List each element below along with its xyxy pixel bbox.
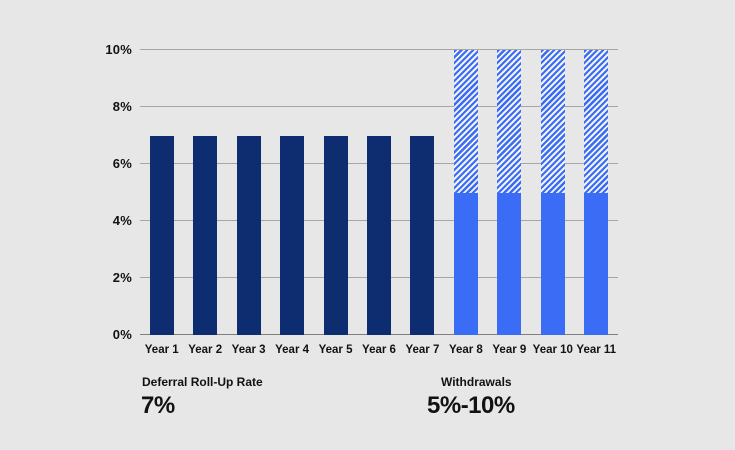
- x-axis-category-labels: Year 1 Year 2 Year 3 Year 4 Year 5 Year 6 Year…: [140, 343, 618, 357]
- bar-segment-hatched: [453, 50, 478, 193]
- bar-slot-year-11: [575, 50, 618, 335]
- bar-segment-solid: [280, 135, 305, 335]
- bar-segment-solid: [497, 192, 522, 335]
- bar-segment-solid: [410, 135, 435, 335]
- y-axis-tick-label: 6%: [112, 156, 132, 171]
- bar-slot-year-1: [140, 50, 183, 335]
- withdrawals-value: 5%-10%: [427, 392, 515, 419]
- x-axis-label-year-4: Year 4: [275, 344, 310, 356]
- bar-slot-year-3: [227, 50, 270, 335]
- bar-segment-solid: [584, 192, 609, 335]
- bar-segment-solid: [236, 135, 261, 335]
- y-axis-tick-label: 0%: [112, 327, 132, 342]
- bar-slot-year-9: [488, 50, 531, 335]
- bar-segment-hatched: [584, 50, 609, 193]
- deferral-rollup-rate-value: 7%: [141, 392, 175, 419]
- x-axis-label-year-6: Year 6: [362, 344, 396, 356]
- x-axis-label-year-7: Year 7: [405, 344, 440, 356]
- bar-slot-year-7: [401, 50, 444, 335]
- bar-segment-hatched: [497, 50, 522, 193]
- plot-area: [140, 49, 618, 335]
- bar-slot-year-4: [270, 50, 313, 335]
- gridline: [140, 106, 618, 107]
- bar-segment-solid: [366, 135, 391, 335]
- withdrawals-label: Withdrawals: [441, 375, 512, 389]
- deferral-rollup-rate-label: Deferral Roll-Up Rate: [142, 375, 263, 389]
- y-axis-tick-label: 2%: [112, 270, 132, 285]
- x-axis-label-year-9: Year 9: [492, 344, 527, 356]
- bar-slot-year-10: [531, 50, 574, 335]
- bar-segment-hatched: [540, 50, 565, 193]
- x-axis-label-year-8: Year 8: [448, 344, 483, 356]
- gridline: [140, 49, 618, 50]
- y-axis-tick-label: 4%: [112, 213, 132, 228]
- bar-segment-solid: [323, 135, 348, 335]
- bar-slot-year-2: [183, 50, 226, 335]
- x-axis-label-year-5: Year 5: [318, 344, 353, 356]
- y-axis-tick-label: 10%: [105, 42, 132, 57]
- bar-segment-solid: [453, 192, 478, 335]
- x-axis-label-year-11: Year 11: [576, 344, 617, 356]
- bar-segment-solid: [149, 135, 174, 335]
- x-axis-label-year-2: Year 2: [188, 344, 223, 356]
- bar-segment-solid: [540, 192, 565, 335]
- bar-segment-solid: [193, 135, 218, 335]
- y-axis-tick-label: 8%: [112, 99, 132, 114]
- bar-slot-year-6: [357, 50, 400, 335]
- x-axis-label-year-10: Year 10: [532, 344, 573, 356]
- x-axis-label-year-3: Year 3: [231, 344, 266, 356]
- bar-slot-year-5: [314, 50, 357, 335]
- x-axis-label-year-1: Year 1: [144, 344, 179, 356]
- bar-slot-year-8: [444, 50, 487, 335]
- bars-layer: [140, 50, 618, 335]
